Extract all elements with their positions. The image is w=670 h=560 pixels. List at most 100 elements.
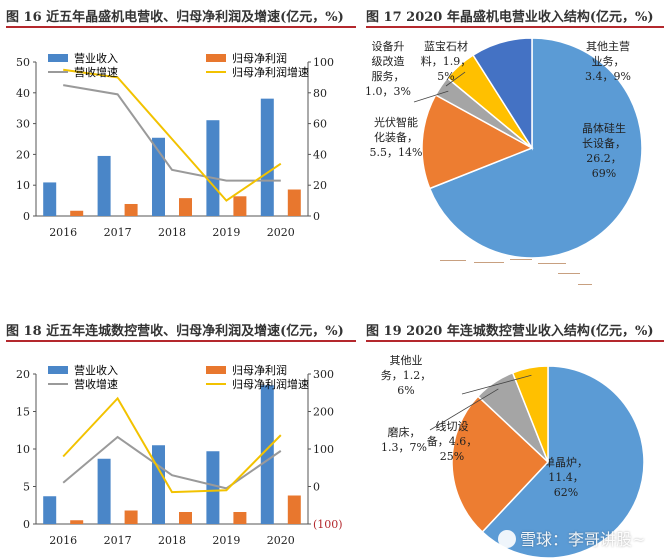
pie-label-line: 蓝宝石材 <box>424 39 468 53</box>
bar-line-chart: 0 5 10 15 20 300 200 100 0 (100) 2016 2017 2018 2019 2… <box>16 363 343 547</box>
y-tick-label: 10 <box>16 179 30 192</box>
bar-profit <box>179 512 192 524</box>
y2-tick-label: 40 <box>313 148 327 161</box>
legend-label: 归母净利润 <box>232 363 287 377</box>
bar-line-chart: 0 10 20 30 40 50 0 20 40 60 80 100 2016 2017 2018 2019 2… <box>16 51 334 239</box>
pie-label: 蓝宝石材料，1.9， 5% <box>421 39 472 83</box>
x-tick-label: 2017 <box>104 534 132 547</box>
chart-title: 图 17 2020 年晶盛机电营业收入结构(亿元，%) <box>366 10 654 25</box>
y2-tick-label: 100 <box>313 443 334 456</box>
pie-label-line: 其他主营 <box>586 39 630 53</box>
x-tick-label: 2019 <box>212 534 240 547</box>
pie-label-line: 62% <box>554 486 578 499</box>
pie-label: 线切设备，4.6， 25% <box>427 419 478 463</box>
pie-label-line: 料，1.9， <box>421 54 472 68</box>
y2-tick-label: 80 <box>313 87 327 100</box>
legend-label: 归母净利润增速 <box>232 65 309 79</box>
x-tick-label: 2020 <box>267 226 295 239</box>
pie-label-line: 其他业 <box>390 354 423 367</box>
line-profit-growth <box>62 396 282 494</box>
legend-swatch-profit <box>206 366 226 374</box>
x-tick-label: 2018 <box>158 226 186 239</box>
pie-label-line: 5% <box>437 70 454 83</box>
x-tick-label: 2019 <box>212 226 240 239</box>
panel-2: 图 17 2020 年晶盛机电营业收入结构(亿元，%) 晶体硅生长设备， 26.2… <box>365 4 664 259</box>
x-tick-label: 2020 <box>267 534 295 547</box>
y-tick-label: 50 <box>16 56 30 69</box>
pie-slice <box>472 37 533 151</box>
bar-revenue <box>260 98 274 216</box>
watermark-text: 雪球：李哥讲股~ <box>520 530 646 549</box>
bar-profit <box>179 198 192 216</box>
chart-title: 图 16 近五年晶盛机电营收、归母净利润及增速(亿元，%) <box>6 10 344 25</box>
pie-slice <box>511 365 549 463</box>
scan-artifact <box>440 258 600 288</box>
pie-label-line: 5.5，14% <box>370 146 423 159</box>
pie-chart: 晶体硅生长设备， 26.2， 69% 光伏智能化装备， 5.5，14% 设备升级改造服务，… <box>365 37 643 259</box>
pie-label-line: 11.4， <box>548 471 584 484</box>
pie-label-line: 务，1.2， <box>381 369 432 382</box>
pie-slice <box>481 365 645 559</box>
y2-tick-label: 100 <box>313 56 334 69</box>
pie-label-line: 1.3，7% <box>381 441 427 454</box>
legend-label: 归母净利润 <box>232 51 287 65</box>
pie-label-line: 25% <box>440 450 464 463</box>
x-tick-label: 2018 <box>158 534 186 547</box>
bar-profit <box>287 495 301 524</box>
leader-line <box>413 90 449 103</box>
pie-label: 设备升级改造服务， 1.0，3% <box>365 39 411 98</box>
pie-label-line: 长设备， <box>582 136 626 150</box>
pie-label-line: 6% <box>397 384 414 397</box>
bar-profit <box>233 512 247 524</box>
bar-profit <box>233 196 247 216</box>
pie-label: 晶体硅生长设备， 26.2， 69% <box>582 121 626 180</box>
pie-label-line: 磨床， <box>388 425 421 439</box>
pie-label-line: 业务， <box>592 55 625 68</box>
y2-tick-label: 0 <box>313 210 320 223</box>
bar-profit <box>124 203 138 216</box>
leader-line <box>461 374 532 395</box>
line-profit-growth <box>63 68 282 202</box>
pie-chart: 单晶炉， 11.4， 62% 线切设备，4.6， 25% 磨床， 1.3，7% 其他业务，1.… <box>381 354 645 559</box>
y-tick-label: 0 <box>23 518 30 531</box>
bar-revenue <box>260 385 274 524</box>
bar-profit <box>70 520 84 524</box>
pie-slice <box>421 93 534 190</box>
title-rule <box>6 340 356 342</box>
legend-label: 归母净利润增速 <box>232 377 309 391</box>
pie-label-line: 级改造 <box>372 54 405 68</box>
pie-label-line: 69% <box>592 167 616 180</box>
bar-revenue <box>97 155 111 216</box>
legend-swatch-profit <box>206 54 226 62</box>
y-tick-label: 5 <box>23 481 30 494</box>
bar-profit <box>124 510 138 524</box>
pie-label-line: 线切设 <box>436 419 469 433</box>
legend-label: 营业收入 <box>74 363 118 377</box>
watermark: 雪球：李哥讲股~ <box>498 526 645 550</box>
pie-label: 光伏智能化装备， 5.5，14% <box>370 115 423 159</box>
y2-tick-label: 200 <box>313 406 334 419</box>
pie-label-line: 化装备， <box>374 130 418 144</box>
pie-label-line: 26.2， <box>586 152 622 165</box>
bar-revenue <box>43 496 57 524</box>
y-tick-label: 20 <box>16 368 30 381</box>
pie-label-line: 备，4.6， <box>427 434 478 448</box>
y-tick-label: 30 <box>16 118 30 131</box>
legend-swatch-revenue <box>48 54 68 62</box>
legend-label: 营收增速 <box>74 65 118 79</box>
panel-1: 图 16 近五年晶盛机电营收、归母净利润及增速(亿元，%) 0 10 20 30 40 5… <box>6 4 356 254</box>
bar-revenue <box>152 137 165 216</box>
panel-4: 图 19 2020 年连城数控营业收入结构(亿元，%) 单晶炉， 11.4， 62%… <box>366 318 664 559</box>
pie-label-line: 服务， <box>372 70 405 83</box>
bar-profit <box>287 189 301 216</box>
pie-slice <box>428 37 643 259</box>
bar-revenue <box>152 445 165 524</box>
snowball-logo-icon <box>498 530 516 548</box>
y2-tick-label: (100) <box>313 518 343 531</box>
x-tick-label: 2016 <box>49 534 77 547</box>
y2-tick-label: 0 <box>313 481 320 494</box>
y-tick-label: 20 <box>16 148 30 161</box>
chart-title: 图 18 近五年连城数控营收、归母净利润及增速(亿元，%) <box>6 324 344 339</box>
y-tick-label: 15 <box>16 406 30 419</box>
y2-tick-label: 300 <box>313 368 334 381</box>
